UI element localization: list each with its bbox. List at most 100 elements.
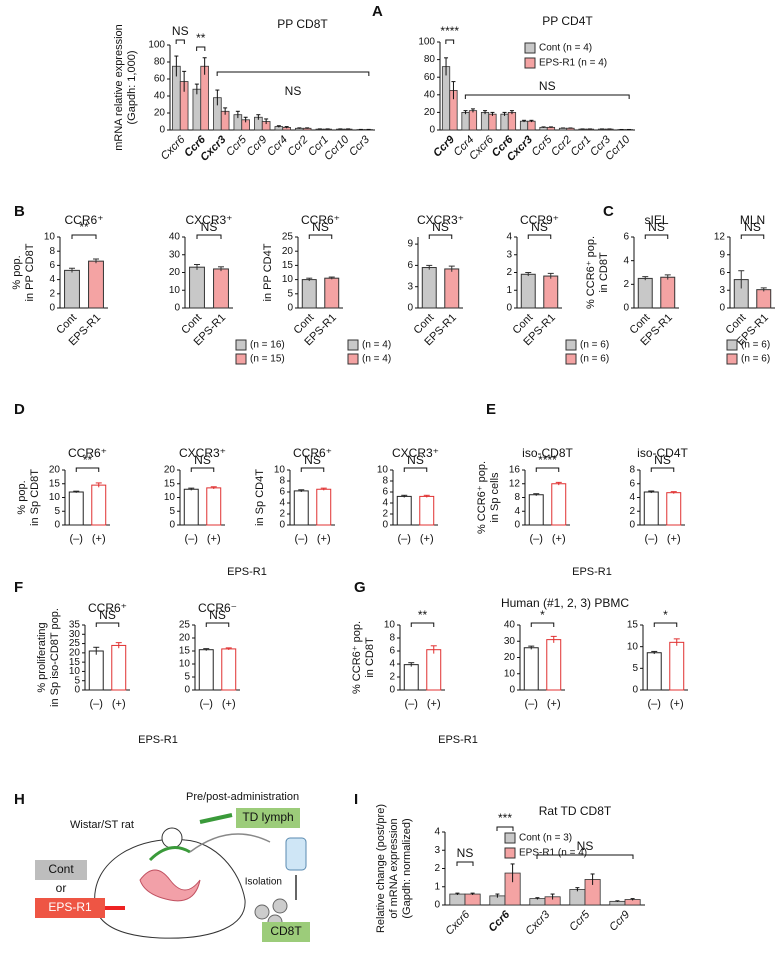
x-tick-label: Cxcr6 <box>443 908 472 937</box>
panel-label: A <box>372 3 383 20</box>
y-tick-label: 4 <box>382 498 388 509</box>
y-tick-label: 2 <box>629 506 635 517</box>
x-tick-label: (–) <box>90 698 103 710</box>
bar <box>643 491 659 526</box>
significance-label: NS <box>531 220 548 234</box>
y-tick-label: 60 <box>154 74 166 85</box>
y-axis-label: % CCR6⁺ pop. <box>476 461 488 534</box>
chart-title: CCR6⁺ <box>64 213 103 227</box>
y-axis-label: in Sp CD4T <box>254 469 266 526</box>
panel-label: I <box>354 791 358 808</box>
y-tick-label: 10 <box>164 492 176 503</box>
y-tick-label: 0 <box>49 303 55 314</box>
significance-bracket <box>403 467 428 472</box>
y-tick-label: 100 <box>148 40 165 51</box>
x-tick-label: Ccr4 <box>265 134 290 159</box>
bar <box>213 268 229 309</box>
y-tick-label: 20 <box>424 107 436 118</box>
arrow <box>199 813 233 824</box>
x-tick-label: (–) <box>398 533 411 545</box>
legend-swatch <box>504 847 516 859</box>
significance-bracket <box>445 39 455 44</box>
legend-label: (n = 6) <box>580 340 609 351</box>
bar <box>488 113 497 131</box>
y-axis-label: in Sp CD8T <box>29 469 41 526</box>
chart: 0 2 4 6 8 10 % CCR6⁺ pop. in CD8T (–) (+) ** <box>351 608 445 710</box>
y-tick-label: 10 <box>179 659 191 670</box>
y-tick-label: 5 <box>184 672 190 683</box>
bar <box>637 277 653 309</box>
y-tick-label: 5 <box>169 506 175 517</box>
x-tick-label: (–) <box>530 533 543 545</box>
significance-bracket <box>653 622 678 627</box>
x-tick-label: Ccr9 <box>431 133 457 159</box>
significance-bracket <box>216 71 370 76</box>
significance-bracket <box>644 234 669 239</box>
x-tick-label: (+) <box>667 533 681 545</box>
significance-label: NS <box>172 24 189 38</box>
y-tick-label: 5 <box>74 675 80 686</box>
diagram-label: EPS-R1 <box>48 900 92 914</box>
y-tick-label: 6 <box>719 267 725 278</box>
significance-bracket <box>535 467 560 472</box>
significance-label: ** <box>83 453 93 467</box>
y-tick-label: 30 <box>69 629 81 640</box>
x-tick-label: (–) <box>200 698 213 710</box>
y-axis-label: in Sp iso-CD8T pop. <box>49 608 61 707</box>
y-tick-label: 80 <box>424 54 436 65</box>
y-tick-label: 0 <box>719 303 725 314</box>
y-tick-label: 15 <box>69 657 81 668</box>
x-tick-label: (+) <box>552 533 566 545</box>
bar <box>64 269 80 309</box>
bar <box>301 279 317 309</box>
chart-title: CCR6⁺ <box>301 213 340 227</box>
y-tick-label: 6 <box>279 487 285 498</box>
y-tick-label: 0 <box>632 685 638 696</box>
y-axis-label: (Gapdh: normalized) <box>401 818 413 918</box>
x-tick-label: Ccr1 <box>569 134 594 159</box>
legend-swatch <box>347 339 359 351</box>
y-tick-label: 6 <box>407 260 413 271</box>
y-tick-label: 9 <box>407 239 413 250</box>
y-tick-label: 25 <box>282 232 294 243</box>
significance-label: **** <box>538 453 557 467</box>
x-tick-label: (+) <box>222 698 236 710</box>
panel-label: C <box>603 203 614 220</box>
panel-label: E <box>486 401 496 418</box>
chart: 0 1 2 3 4 Rat TD CD8T Relative change (post/pr… <box>375 804 645 937</box>
legend-swatch <box>524 42 536 54</box>
y-tick-label: 0 <box>389 685 395 696</box>
y-tick-label: 40 <box>424 89 436 100</box>
legend-label: (n = 16) <box>250 340 285 351</box>
x-tick-label: (–) <box>405 698 418 710</box>
x-tick-label: Ccr5 <box>530 133 556 159</box>
significance-label: *** <box>498 811 512 825</box>
y-tick-label: 0 <box>279 520 285 531</box>
bar <box>529 898 546 906</box>
legend-swatch <box>565 339 577 351</box>
legend-label: (n = 6) <box>580 354 609 365</box>
y-tick-label: 80 <box>154 57 166 68</box>
y-tick-label: 0 <box>382 520 388 531</box>
diagram-label: or <box>56 881 67 895</box>
legend-swatch <box>726 339 738 351</box>
y-tick-label: 8 <box>514 492 520 503</box>
bar <box>507 112 517 131</box>
bar <box>444 268 460 309</box>
significance-bracket <box>536 854 634 859</box>
chart-title: CCR6⁻ <box>198 601 237 615</box>
legend-label: EPS-R1 (n = 4) <box>539 58 607 69</box>
significance-bracket <box>410 622 435 627</box>
x-tick-label: (–) <box>70 533 83 545</box>
y-tick-label: 15 <box>627 620 639 631</box>
legend-label: (n = 6) <box>741 340 770 351</box>
y-axis-label: in Sp cells <box>489 472 501 523</box>
legend-label: EPS-R1 (n = 4) <box>519 848 587 859</box>
x-tick-label: Ccr10 <box>322 133 352 163</box>
